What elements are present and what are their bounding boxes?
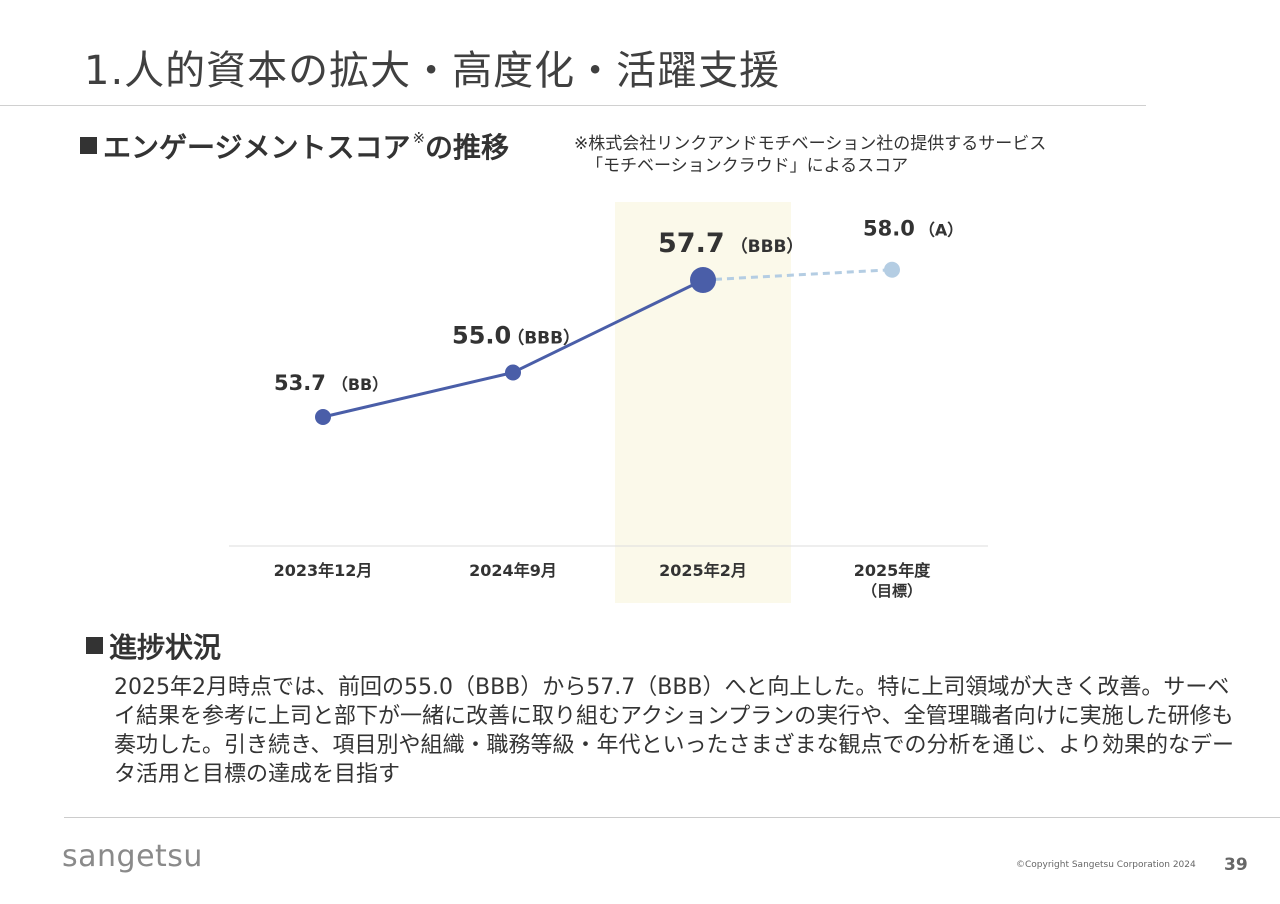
x-tick-label-1: 2023年12月 <box>274 561 373 580</box>
copyright: ©Copyright Sangetsu Corporation 2024 <box>1016 860 1196 870</box>
engagement-heading-text: エンゲージメントスコア <box>103 131 411 164</box>
data-grade-2: （BBB） <box>507 327 580 348</box>
progress-heading-text: 進捗状況 <box>109 631 222 664</box>
source-note-line2: 「モチベーションクラウド」によるスコア <box>586 156 909 176</box>
engagement-heading-mark: ※ <box>412 129 426 147</box>
data-value-2: 55.0 <box>452 321 511 349</box>
data-point-4 <box>884 261 900 278</box>
data-point-2 <box>505 364 521 381</box>
data-value-3: 57.7 <box>658 228 725 259</box>
data-label-3: 57.7 （BBB） <box>658 228 804 259</box>
data-label-4: 58.0 （A） <box>863 217 963 241</box>
data-grade-3: （BBB） <box>731 236 804 257</box>
engagement-heading-suffix: の推移 <box>425 131 510 164</box>
title-divider <box>0 105 1146 106</box>
source-note-line1: ※株式会社リンクアンドモチベーション社の提供するサービス <box>574 134 1047 154</box>
highlight-band <box>615 202 791 603</box>
x-tick-label-4: 2025年度 <box>854 561 932 580</box>
data-grade-1: （BB） <box>332 375 388 394</box>
sangetsu-logo: sangetsu <box>62 839 203 874</box>
target-series-line <box>702 268 893 282</box>
data-point-3 <box>690 267 716 293</box>
data-point-1 <box>315 409 331 425</box>
data-value-1: 53.7 <box>274 371 326 395</box>
data-grade-4: （A） <box>919 221 963 240</box>
progress-heading: 進捗状況 <box>86 626 221 666</box>
data-label-1: 53.7 （BB） <box>274 371 388 395</box>
progress-body: 2025年2月時点では、前回の55.0（BBB）から57.7（BBB）へと向上し… <box>114 675 1235 787</box>
data-value-4: 58.0 <box>863 217 915 241</box>
footer-divider <box>64 817 1280 818</box>
data-label-2: 55.0（BBB） <box>452 321 580 349</box>
square-bullet-icon <box>80 137 97 154</box>
source-note: ※株式会社リンクアンドモチベーション社の提供するサービス 「モチベーションクラウ… <box>574 133 1046 177</box>
engagement-heading: エンゲージメントスコア ※の推移 <box>80 126 509 166</box>
square-bullet-icon <box>86 637 103 654</box>
x-tick-sublabel-4: （目標） <box>862 582 922 600</box>
page-title: 1.人的資本の拡大・高度化・活躍支援 <box>84 48 781 94</box>
page-number: 39 <box>1224 855 1248 875</box>
x-tick-label-3: 2025年2月 <box>659 561 747 580</box>
x-tick-label-2: 2024年9月 <box>469 561 557 580</box>
